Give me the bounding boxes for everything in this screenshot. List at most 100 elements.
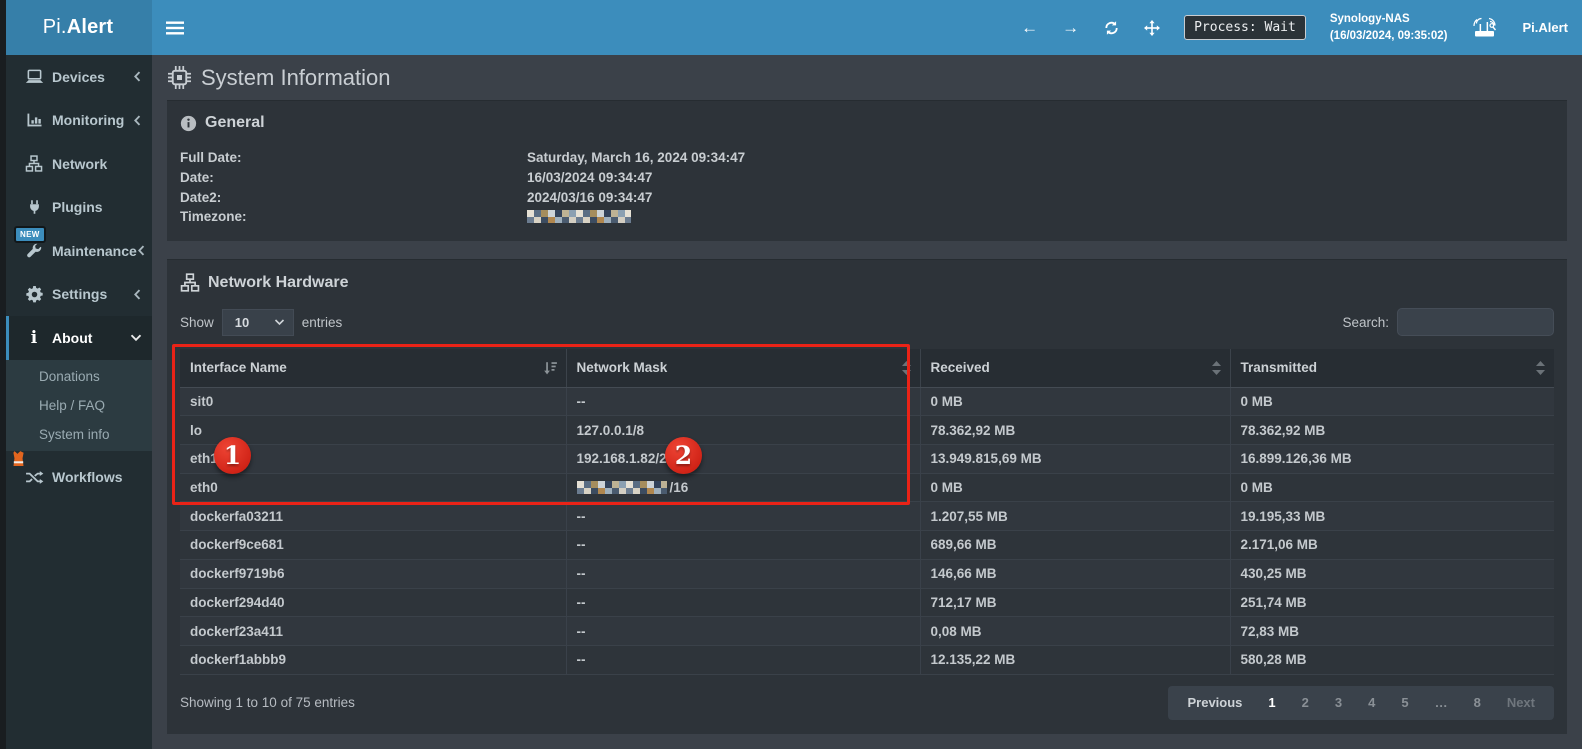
move-icon[interactable] xyxy=(1144,19,1161,36)
window-edge xyxy=(0,0,6,749)
column-header-interface-name[interactable]: Interface Name xyxy=(180,349,567,388)
table-row[interactable]: sit0 -- 0 MB 0 MB xyxy=(180,386,1554,416)
sidebar-item-label: Network xyxy=(52,155,108,172)
general-panel: General Full Date: Saturday, March 16, 2… xyxy=(167,100,1567,242)
sort-icon xyxy=(1535,360,1546,375)
field-date: Date: 16/03/2024 09:34:47 xyxy=(180,168,1554,188)
sort-icon xyxy=(901,360,912,375)
sidebar-toggle-icon[interactable] xyxy=(166,0,206,55)
search-label: Search: xyxy=(1342,314,1389,330)
cell-transmitted: 78.362,92 MB xyxy=(1230,415,1554,445)
chevron-left-icon xyxy=(137,245,146,256)
cell-network-mask: /16 xyxy=(566,472,921,502)
back-icon[interactable]: ← xyxy=(1021,18,1039,37)
table-row[interactable]: dockerf1abbb9 -- 12.135,22 MB 580,28 MB xyxy=(180,644,1554,675)
sidebar-item-about[interactable]: i About xyxy=(6,316,152,360)
sidebar-item-maintenance[interactable]: NEW Maintenance xyxy=(6,226,152,273)
chevron-down-icon xyxy=(274,319,284,326)
cell-received: 689,66 MB xyxy=(920,530,1231,560)
general-panel-title: General xyxy=(205,114,265,131)
safety-vest-icon xyxy=(10,450,27,467)
table-row[interactable]: dockerfa03211 -- 1.207,55 MB 19.195,33 M… xyxy=(180,501,1554,531)
field-timezone: Timezone: xyxy=(180,207,1554,227)
column-header-transmitted[interactable]: Transmitted xyxy=(1230,349,1554,388)
cell-network-mask: -- xyxy=(566,530,921,560)
cell-interface-name: dockerf1abbb9 xyxy=(180,644,567,675)
cell-received: 1.207,55 MB xyxy=(920,501,1231,531)
pagination-button[interactable]: 8 xyxy=(1473,695,1481,711)
column-header-network-mask[interactable]: Network Mask xyxy=(566,349,921,388)
chart-icon xyxy=(23,112,45,128)
sidebar-item-plugins[interactable]: Plugins xyxy=(6,186,152,230)
field-full-date: Full Date: Saturday, March 16, 2024 09:3… xyxy=(180,148,1554,168)
cell-interface-name: dockerf9719b6 xyxy=(180,558,567,588)
submenu-item-donations[interactable]: Donations xyxy=(39,368,100,384)
sidebar-item-devices[interactable]: Devices xyxy=(6,55,152,99)
page-size-select[interactable]: 10 xyxy=(221,308,294,336)
cell-network-mask: 127.0.0.1/8 xyxy=(566,415,921,445)
sort-icon xyxy=(1211,360,1222,375)
submenu-item-system-info[interactable]: System info xyxy=(39,426,110,442)
info-circle-icon xyxy=(180,115,197,132)
table-row[interactable]: dockerf9ce681 -- 689,66 MB 2.171,06 MB xyxy=(180,530,1554,560)
table-row[interactable]: dockerf294d40 -- 712,17 MB 251,74 MB xyxy=(180,587,1554,617)
sidebar-item-network[interactable]: Network xyxy=(6,142,152,186)
search-input[interactable] xyxy=(1397,308,1554,337)
cell-network-mask: -- xyxy=(566,644,921,675)
cell-transmitted: 72,83 MB xyxy=(1230,616,1554,646)
pagination-button[interactable]: 4 xyxy=(1368,695,1376,711)
sidebar-item-settings[interactable]: Settings xyxy=(6,273,152,317)
cell-network-mask: -- xyxy=(566,558,921,588)
field-date2: Date2: 2024/03/16 09:34:47 xyxy=(180,188,1554,208)
cell-transmitted: 0 MB xyxy=(1230,386,1554,416)
process-status-badge: Process: Wait xyxy=(1184,15,1306,40)
chip-icon xyxy=(167,65,192,90)
info-icon: i xyxy=(30,327,38,348)
forward-icon[interactable]: → xyxy=(1062,18,1080,37)
refresh-icon[interactable] xyxy=(1103,20,1120,36)
topbar: Pi. Alert ← → Process: Wait Synology-NAS … xyxy=(0,0,1582,55)
pagination-button[interactable]: 5 xyxy=(1401,695,1409,711)
page-size-value: 10 xyxy=(234,314,250,330)
chevron-down-icon xyxy=(130,333,142,342)
cell-transmitted: 16.899.126,36 MB xyxy=(1230,444,1554,474)
field-label: Date2: xyxy=(180,189,222,205)
table-row[interactable]: dockerf9719b6 -- 146,66 MB 430,25 MB xyxy=(180,558,1554,588)
device-name: Synology-NAS xyxy=(1329,12,1410,25)
pagination-button[interactable]: 3 xyxy=(1334,695,1343,711)
sidebar-item-monitoring[interactable]: Monitoring xyxy=(6,99,152,143)
sidebar: Devices Monitoring Network Plugins NEW M… xyxy=(6,55,152,749)
pagination-button[interactable]: 2 xyxy=(1301,695,1309,711)
table-row[interactable]: eth0 /16 0 MB 0 MB xyxy=(180,472,1554,502)
cell-interface-name: dockerf294d40 xyxy=(180,587,567,617)
cell-received: 0 MB xyxy=(920,386,1231,416)
column-header-received[interactable]: Received xyxy=(920,349,1231,388)
pagination-button[interactable]: … xyxy=(1434,695,1448,711)
entries-label: entries xyxy=(301,314,343,330)
pagination-button[interactable]: Previous xyxy=(1187,695,1243,711)
network-hardware-title: Network Hardware xyxy=(208,273,349,291)
pagination-button[interactable]: Next xyxy=(1506,695,1535,711)
submenu-item-help-faq[interactable]: Help / FAQ xyxy=(39,397,106,413)
cell-interface-name: dockerf23a411 xyxy=(180,616,567,646)
table-row[interactable]: eth1 192.168.1.82/24 13.949.815,69 MB 16… xyxy=(180,444,1554,474)
cell-interface-name: dockerfa03211 xyxy=(180,501,567,531)
field-label: Full Date: xyxy=(180,150,242,165)
cell-received: 12.135,22 MB xyxy=(920,644,1231,675)
table-row[interactable]: lo 127.0.0.1/8 78.362,92 MB 78.362,92 MB xyxy=(180,415,1554,445)
pagination-button[interactable]: 1 xyxy=(1268,695,1276,711)
cell-transmitted: 430,25 MB xyxy=(1230,558,1554,588)
device-timestamp: (16/03/2024, 09:35:02) xyxy=(1329,29,1448,42)
cell-received: 78.362,92 MB xyxy=(920,415,1231,445)
app-logo[interactable]: Pi. Alert xyxy=(0,0,152,55)
cell-received: 0,08 MB xyxy=(920,616,1231,646)
sidebar-item-workflows[interactable]: Workflows xyxy=(6,450,152,500)
app-logo-pi: Pi. xyxy=(42,16,67,38)
redacted-pixelated-value xyxy=(527,210,631,224)
page-title: System Information xyxy=(201,64,391,90)
field-value: Saturday, March 16, 2024 09:34:47 xyxy=(527,150,746,165)
cell-interface-name: eth1 xyxy=(180,444,567,474)
sidebar-item-label: Monitoring xyxy=(52,112,125,129)
cell-transmitted: 19.195,33 MB xyxy=(1230,501,1554,531)
table-row[interactable]: dockerf23a411 -- 0,08 MB 72,83 MB xyxy=(180,616,1554,646)
